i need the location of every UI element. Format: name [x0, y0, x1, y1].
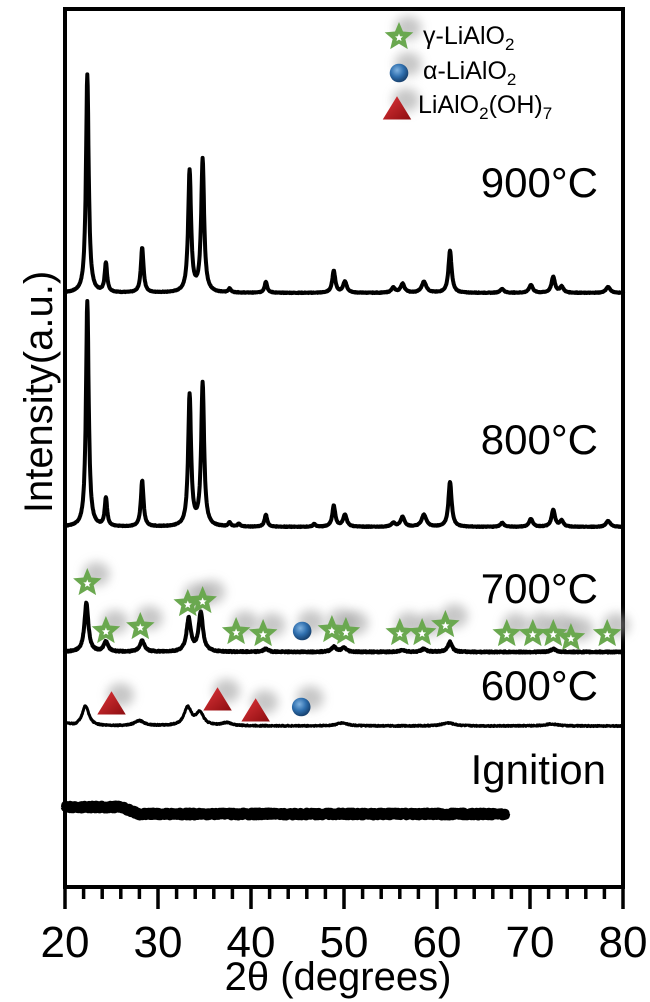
svg-text:γ-LiAlO2: γ-LiAlO2 [423, 22, 514, 54]
legend-item-alpha: α-LiAlO2 [389, 52, 516, 89]
phase-marker-circle [292, 610, 325, 641]
triangle-icon [382, 88, 420, 120]
svg-text:LiAlO2(OH)7: LiAlO2(OH)7 [418, 91, 552, 123]
svg-text:α-LiAlO2: α-LiAlO2 [423, 57, 516, 89]
legend: γ-LiAlO2 α-LiAlO2 LiAlO2(OH)7 [382, 16, 552, 123]
triangle-icon [382, 96, 412, 120]
x-tick-label: 20 [41, 918, 90, 967]
diffraction-curves [60, 72, 625, 821]
phase-marker-star [126, 606, 163, 640]
curve-ignition [60, 800, 511, 821]
series-label-900: 900°C [481, 159, 598, 206]
x-tick-label: 70 [506, 918, 555, 967]
x-tick-label: 40 [227, 918, 276, 967]
legend-subscript: 7 [543, 104, 552, 123]
phase-marker-star [592, 613, 630, 647]
circle-icon [389, 52, 422, 83]
curve-700c [63, 600, 625, 655]
legend-label-oh: (OH) [489, 91, 543, 119]
curve-900c [63, 72, 625, 296]
phase-marker-star [331, 611, 369, 645]
phase-marker-star [73, 562, 110, 596]
x-axis-tick-labels: 20 30 40 50 60 70 80 [41, 918, 648, 967]
phase-marker-triangle [203, 679, 241, 711]
circle-icon [389, 63, 409, 83]
star-icon [384, 16, 422, 50]
phase-markers [73, 562, 630, 722]
phase-marker-star [91, 610, 129, 644]
curve-800c [63, 299, 625, 529]
curve-600c [63, 704, 625, 728]
legend-subscript: 2 [479, 104, 488, 123]
circle-icon [291, 697, 311, 717]
phase-marker-star [431, 604, 468, 638]
y-axis-title: Intensity(a.u.) [17, 271, 61, 513]
series-label-800: 800°C [481, 416, 598, 463]
series-label-ignition: Ignition [471, 746, 606, 793]
phase-marker-star [556, 617, 594, 651]
legend-subscript: 2 [505, 35, 514, 54]
phase-marker-circle [291, 686, 324, 717]
triangle-icon [203, 687, 232, 711]
x-tick-label: 80 [599, 918, 648, 967]
series-labels: 900°C 800°C 700°C 600°C Ignition [471, 159, 606, 793]
legend-label-alpha: α-LiAlO [423, 57, 507, 85]
phase-marker-star [248, 613, 286, 647]
x-tick-label: 60 [413, 918, 462, 967]
legend-label-gamma: γ-LiAlO [423, 22, 505, 50]
legend-item-gamma: γ-LiAlO2 [384, 16, 514, 54]
phase-marker-triangle [97, 683, 134, 715]
phase-marker-star [407, 612, 445, 646]
triangle-icon [97, 691, 126, 715]
phase-marker-star [188, 580, 226, 614]
series-label-600: 600°C [481, 662, 598, 709]
triangle-icon [241, 698, 270, 722]
series-label-700: 700°C [481, 565, 598, 612]
circle-icon [292, 621, 312, 641]
x-axis-title: 2θ (degrees) [225, 955, 452, 999]
x-axis-ticks [63, 887, 625, 909]
legend-item-hydroxide: LiAlO2(OH)7 [382, 88, 552, 123]
legend-subscript: 2 [507, 70, 516, 89]
x-tick-label: 50 [320, 918, 369, 967]
phase-marker-star [221, 611, 259, 645]
x-tick-label: 30 [134, 918, 183, 967]
legend-label-hydroxide: LiAlO [418, 91, 479, 119]
phase-marker-triangle [241, 690, 279, 722]
